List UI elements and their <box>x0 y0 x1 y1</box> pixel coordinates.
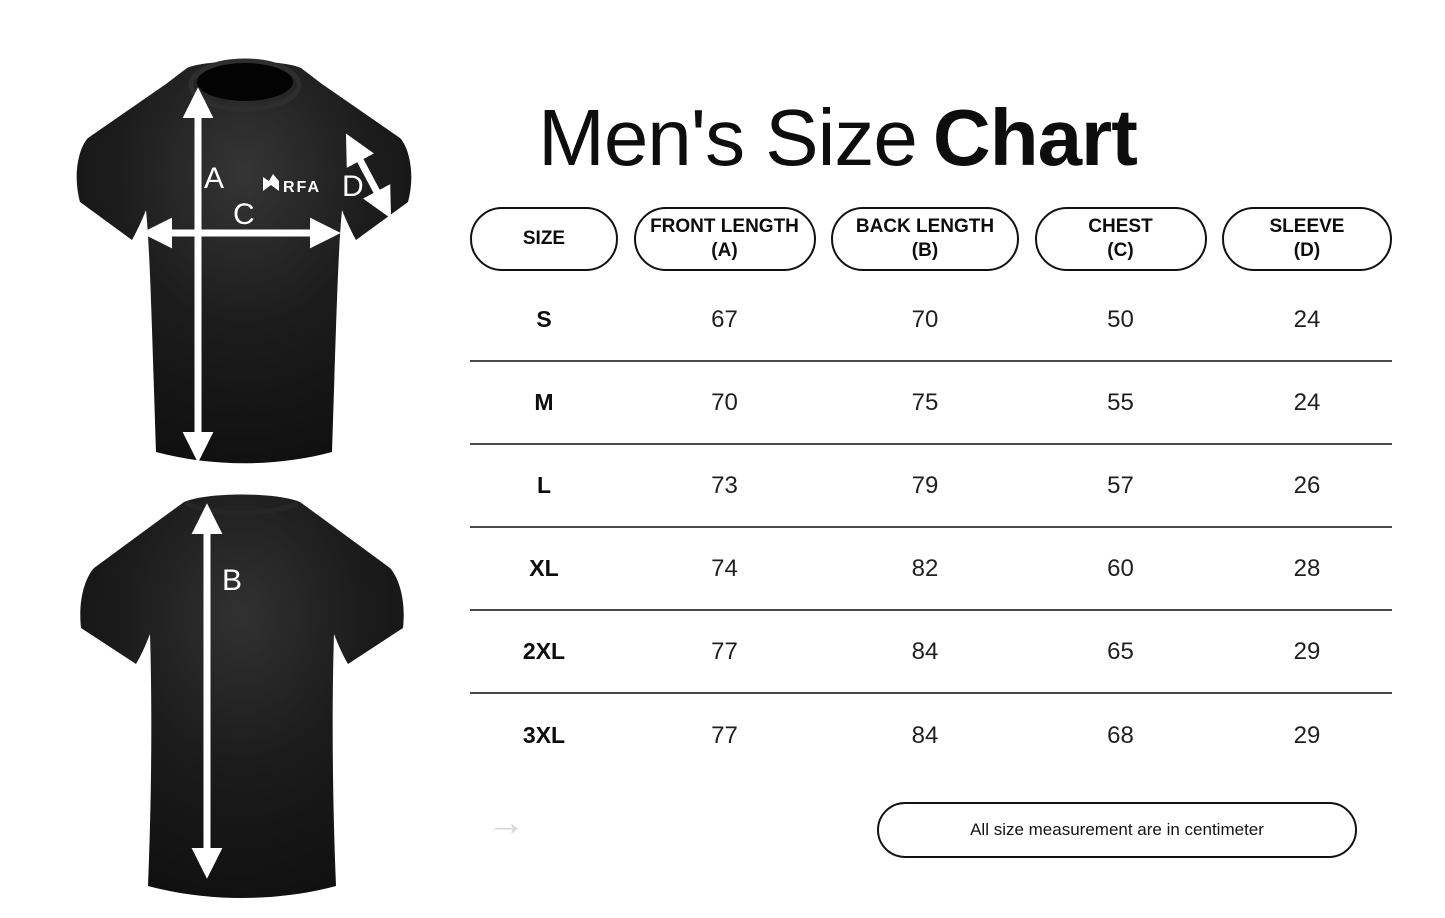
table-row-3xl: 3XL 77 84 68 29 <box>470 694 1392 777</box>
column-header-sublabel: (B) <box>911 240 939 261</box>
size-cell: L <box>536 472 552 498</box>
chest-cell: 57 <box>1107 471 1134 499</box>
back-length-cell: 70 <box>911 305 939 333</box>
page-title-regular: Men's Size <box>538 93 918 182</box>
page-title-bold: Chart <box>932 93 1138 182</box>
brand-logo-text: RFA <box>283 179 321 196</box>
page-title: Men's Size Chart <box>460 92 1215 184</box>
front-length-cell: 77 <box>711 637 738 665</box>
sleeve-cell: 29 <box>1293 721 1321 749</box>
column-header-front-length: FRONT LENGTH (A) <box>633 207 816 271</box>
sleeve-cell: 24 <box>1293 388 1321 416</box>
tshirt-front-body <box>76 61 412 464</box>
back-length-cell: 84 <box>911 721 939 749</box>
column-header-sublabel: (D) <box>1293 240 1321 261</box>
brand-logo: RFA <box>263 174 321 196</box>
chest-cell: 55 <box>1107 388 1134 416</box>
sleeve-cell: 29 <box>1293 637 1321 665</box>
chest-cell: 68 <box>1107 721 1134 749</box>
column-header-sublabel: (C) <box>1107 240 1134 261</box>
front-length-cell: 74 <box>711 554 738 582</box>
front-length-cell: 77 <box>711 721 738 749</box>
size-cell: 3XL <box>522 722 566 748</box>
column-header-size: SIZE <box>470 207 618 271</box>
column-header-label: CHEST <box>1088 216 1153 238</box>
measurement-label-c: C <box>233 198 255 231</box>
measurement-arrow-d <box>345 133 392 219</box>
back-length-cell: 84 <box>911 637 939 665</box>
brand-logo-icon <box>263 174 279 191</box>
faded-right-arrow-icon: → <box>487 802 525 844</box>
tshirt-back-diagram: B <box>80 494 404 898</box>
table-row-xl: XL 74 82 60 28 <box>470 528 1392 611</box>
sleeve-cell: 26 <box>1293 471 1321 499</box>
front-length-cell: 70 <box>711 388 738 416</box>
unit-note-text: All size measurement are in centimeter <box>970 820 1264 839</box>
table-row-m: M 70 75 55 24 <box>470 362 1392 445</box>
column-header-label: SIZE <box>522 228 566 250</box>
size-cell: S <box>536 306 552 332</box>
size-cell: M <box>534 389 554 415</box>
column-header-back-length: BACK LENGTH (B) <box>831 207 1019 271</box>
table-body: S 67 70 50 24 M 70 75 55 24 L 73 79 57 2… <box>470 279 1392 777</box>
measurement-label-d: D <box>342 170 364 203</box>
column-header-label: SLEEVE <box>1269 216 1345 238</box>
sleeve-cell: 28 <box>1293 554 1321 582</box>
table-row-2xl: 2XL 77 84 65 29 <box>470 611 1392 694</box>
unit-note-pill: All size measurement are in centimeter <box>877 802 1357 858</box>
measurement-label-a: A <box>204 162 224 195</box>
column-header-label: BACK LENGTH <box>855 216 995 238</box>
chest-cell: 60 <box>1107 554 1134 582</box>
size-cell: 2XL <box>522 638 566 664</box>
table-header-row: SIZE FRONT LENGTH (A) BACK LENGTH (B) CH… <box>470 207 1392 271</box>
chest-cell: 50 <box>1107 305 1134 333</box>
front-length-cell: 73 <box>711 471 738 499</box>
measurement-label-b: B <box>222 564 242 597</box>
chest-cell: 65 <box>1107 637 1134 665</box>
back-length-cell: 75 <box>911 388 939 416</box>
table-row-l: L 73 79 57 26 <box>470 445 1392 528</box>
column-header-sublabel: (A) <box>711 240 738 261</box>
back-length-cell: 82 <box>911 554 939 582</box>
tshirt-front-collar-ring <box>188 58 302 112</box>
sleeve-cell: 24 <box>1293 305 1321 333</box>
column-header-label: FRONT LENGTH <box>650 216 799 238</box>
front-length-cell: 67 <box>711 305 738 333</box>
column-header-sleeve: SLEEVE (D) <box>1222 207 1392 271</box>
table-row-s: S 67 70 50 24 <box>470 279 1392 362</box>
tshirt-back-body <box>80 494 404 898</box>
tshirt-front-diagram: RFA A C D <box>76 58 412 464</box>
back-length-cell: 79 <box>911 471 939 499</box>
size-cell: XL <box>529 555 559 581</box>
column-header-chest: CHEST (C) <box>1034 207 1207 271</box>
size-table: SIZE FRONT LENGTH (A) BACK LENGTH (B) CH… <box>470 207 1392 777</box>
tshirt-front-neck-hole <box>197 63 293 101</box>
